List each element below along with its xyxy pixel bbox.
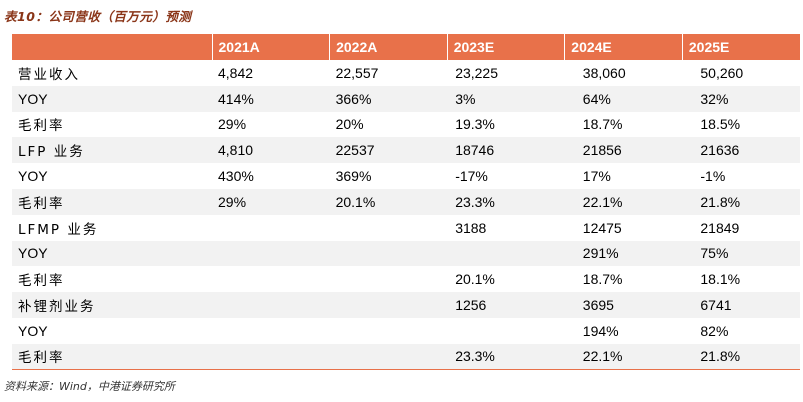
row-label: YOY xyxy=(18,245,48,262)
table-cell xyxy=(447,241,565,267)
header-cell xyxy=(12,34,213,60)
table-cell: 23,225 xyxy=(455,64,499,81)
table-cell: 23.3% xyxy=(455,348,495,365)
table-cell: 194% xyxy=(582,322,619,339)
row-label: LFMP 业务 xyxy=(18,221,99,238)
table-cell xyxy=(330,318,448,344)
row-label: YOY xyxy=(18,168,48,185)
table-row: YOY 430% 369% -17% 17% -1% xyxy=(12,163,800,189)
table-row: 毛利率 29% 20.1% 23.3% 22.1% 21.8% xyxy=(12,188,800,215)
table-cell: 64% xyxy=(582,90,611,107)
table-cell: 50,260 xyxy=(700,64,744,81)
row-label: 毛利率 xyxy=(18,195,65,212)
table-cell xyxy=(212,266,330,292)
table-cell: 1256 xyxy=(455,297,487,314)
table-cell xyxy=(330,266,448,292)
table-cell xyxy=(212,215,330,241)
table-cell: 21.8% xyxy=(700,193,741,210)
table-cell: 75% xyxy=(700,245,729,262)
table-cell: 414% xyxy=(218,90,254,107)
table-cell: 18.5% xyxy=(700,116,741,133)
table-cell: 18746 xyxy=(455,142,495,159)
table-cell: 430% xyxy=(218,168,254,185)
table-row: 毛利率 20.1% 18.7% 18.1% xyxy=(12,266,800,292)
header-cell: 2021A xyxy=(212,34,331,60)
table-cell xyxy=(330,292,448,318)
table-cell xyxy=(212,318,330,344)
table-cell: 3188 xyxy=(455,219,487,236)
table-cell: 29% xyxy=(218,193,247,210)
table-row: YOY 291% 75% xyxy=(12,240,800,267)
row-label: 补锂剂业务 xyxy=(18,299,96,316)
header-cell: 2022A xyxy=(329,34,448,60)
table-cell: 22537 xyxy=(335,142,375,159)
table-cell: 21.8% xyxy=(700,348,741,365)
table-cell: 22.1% xyxy=(582,348,623,365)
row-label: YOY xyxy=(18,90,48,107)
table-cell: 22.1% xyxy=(582,193,623,210)
table-title: 表10：公司营收（百万元）预测 xyxy=(4,9,192,24)
header-cell: 2024E xyxy=(564,34,683,60)
table-cell: 18.7% xyxy=(582,271,623,288)
table-cell: -17% xyxy=(455,168,488,185)
table-cell: 21636 xyxy=(700,142,740,159)
table-row: 毛利率 23.3% 22.1% 21.8% xyxy=(12,343,800,370)
table-cell: 20.1% xyxy=(455,271,495,288)
table-cell: 22,557 xyxy=(335,64,379,81)
table-cell: 366% xyxy=(335,90,372,107)
header-cell: 2023E xyxy=(447,34,566,60)
table-cell: 3% xyxy=(455,90,476,107)
header-cell: 2025E xyxy=(688,39,730,55)
table-cell: 19.3% xyxy=(455,116,495,133)
table-cell: 38,060 xyxy=(582,64,626,81)
table-cell: 4,842 xyxy=(218,64,254,81)
revenue-forecast-table: 2021A 2022A 2023E 2024E 2025E 营业收入 4,842 2… xyxy=(12,34,800,370)
table-row: YOY 414% 366% 3% 64% 32% xyxy=(12,85,800,112)
table-row: YOY 194% 82% xyxy=(12,318,800,344)
table-cell: 291% xyxy=(582,245,619,262)
table-cell: 23.3% xyxy=(455,193,495,210)
row-label: LFP 业务 xyxy=(18,144,85,161)
row-label: 毛利率 xyxy=(18,273,65,290)
table-cell: 29% xyxy=(218,116,247,133)
table-cell xyxy=(212,344,330,370)
table-cell: 20.1% xyxy=(335,193,376,210)
table-cell: -1% xyxy=(700,168,726,185)
table-row: 营业收入 4,842 22,557 23,225 38,060 50,260 xyxy=(12,60,800,86)
table-cell: 21849 xyxy=(700,219,740,236)
table-cell xyxy=(447,318,565,344)
table-cell: 20% xyxy=(335,116,364,133)
table-cell xyxy=(212,241,330,267)
table-header-row: 2021A 2022A 2023E 2024E 2025E xyxy=(12,34,800,60)
table-cell: 17% xyxy=(582,168,611,185)
table-cell: 12475 xyxy=(582,219,622,236)
source-note: 资料来源：Wind，中港证券研究所 xyxy=(4,380,175,393)
table-cell xyxy=(330,344,448,370)
table-cell: 18.7% xyxy=(582,116,623,133)
table-row: LFMP 业务 3188 12475 21849 xyxy=(12,215,800,241)
table-cell: 82% xyxy=(700,322,729,339)
table-cell: 3695 xyxy=(582,297,614,314)
table-cell: 32% xyxy=(700,90,729,107)
row-label: 毛利率 xyxy=(18,118,65,135)
row-label: 毛利率 xyxy=(18,350,65,367)
row-label: 营业收入 xyxy=(18,66,80,83)
table-cell: 369% xyxy=(335,168,372,185)
table-cell xyxy=(212,292,330,318)
table-cell xyxy=(330,241,448,267)
table-row: 补锂剂业务 1256 3695 6741 xyxy=(12,292,800,318)
row-label: YOY xyxy=(18,322,48,339)
table-cell: 4,810 xyxy=(218,142,254,159)
table-cell: 21856 xyxy=(582,142,622,159)
table-cell: 6741 xyxy=(700,297,732,314)
table-cell: 18.1% xyxy=(700,271,741,288)
table-row: LFP 业务 4,810 22537 18746 21856 21636 xyxy=(12,137,800,164)
table-cell xyxy=(330,215,448,241)
table-row: 毛利率 29% 20% 19.3% 18.7% 18.5% xyxy=(12,112,800,138)
